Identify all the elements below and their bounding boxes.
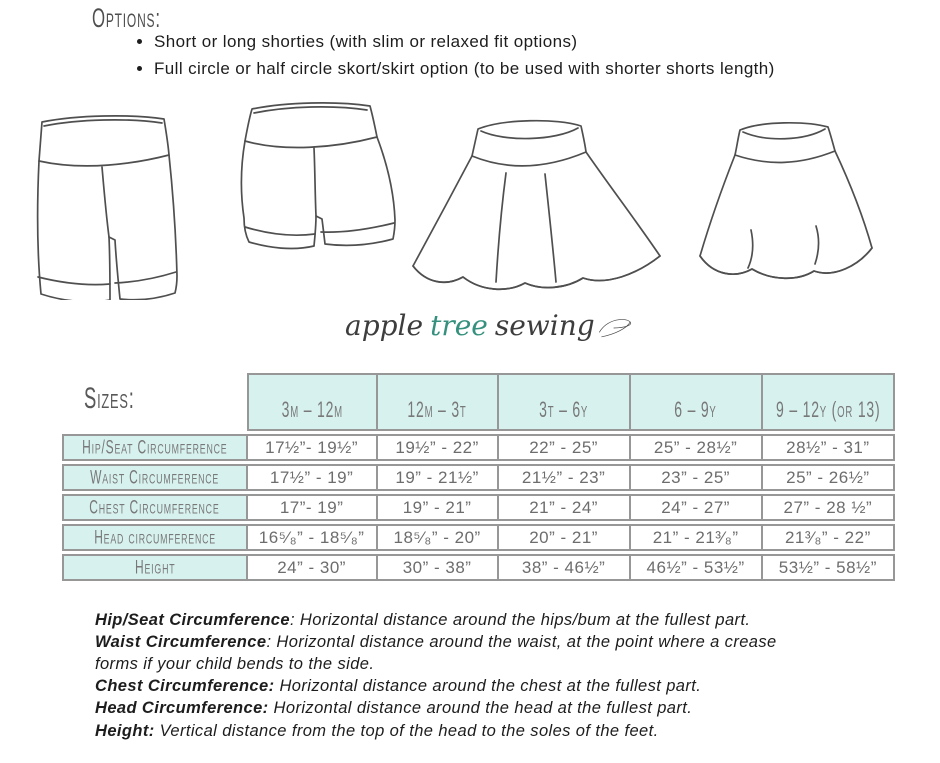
logo-word-apple: apple (345, 308, 424, 342)
definition-item: Waist Circumference: Horizontal distance… (95, 631, 821, 675)
logo-word-tree: tree (430, 308, 488, 342)
definition-text: Horizontal distance around the chest at … (274, 677, 702, 696)
full-circle-skirt-drawing (412, 119, 661, 291)
size-value-cell: 25” - 26½” (761, 464, 896, 491)
row-label: Chest Circumference (62, 494, 247, 521)
definition-term: Height: (95, 721, 155, 740)
short-shorties-drawing (240, 102, 396, 250)
size-value-cell: 18⁵⁄₈” - 20” (376, 524, 498, 551)
size-value-cell: 20” - 21” (497, 524, 630, 551)
size-value-cell: 21³⁄₈” - 22” (761, 524, 896, 551)
brand-logo: apple tree sewing (345, 294, 635, 356)
long-shorties-drawing (36, 115, 178, 300)
option-item: Full circle or half circle skort/skirt o… (154, 58, 802, 81)
definition-term: Hip/Seat Circumference (95, 611, 290, 629)
size-value-cell: 17”- 19” (246, 494, 377, 521)
definition-text: : Horizontal distance around the waist, … (95, 633, 777, 674)
table-row: Hip/Seat Circumference 17½”- 19½” 19½” -… (62, 434, 896, 461)
row-label: Head circumference (62, 524, 247, 551)
half-circle-skirt-drawing (699, 122, 873, 280)
sizes-label: Sizes: (84, 381, 135, 415)
definition-item: Height: Vertical distance from the top o… (95, 720, 821, 742)
option-item: Short or long shorties (with slim or rel… (154, 31, 802, 54)
table-row: Chest Circumference 17”- 19” 19” - 21” 2… (62, 494, 896, 521)
logo-word-sewing: sewing (494, 308, 595, 342)
size-value-cell: 24” - 27” (629, 494, 762, 521)
table-row: Waist Circumference 17½” - 19” 19” - 21½… (62, 464, 896, 491)
size-value-cell: 21” - 21³⁄₈” (629, 524, 762, 551)
row-label: Waist Circumference (62, 464, 247, 491)
option-item-text: Short or long shorties (with slim or rel… (154, 32, 578, 51)
size-value-cell: 17½” - 19” (246, 464, 377, 491)
column-header: 6 – 9y (629, 373, 762, 431)
size-value-cell: 19” - 21” (376, 494, 498, 521)
row-label: Hip/Seat Circumference (62, 434, 247, 461)
needle-swash-icon (598, 319, 631, 338)
size-value-cell: 28½” - 31” (761, 434, 896, 461)
size-value-cell: 30” - 38” (376, 554, 498, 581)
size-value-cell: 53½” - 58½” (761, 554, 896, 581)
size-value-cell: 23” - 25” (629, 464, 762, 491)
size-value-cell: 19” - 21½” (376, 464, 498, 491)
row-label: Height (62, 554, 247, 581)
size-value-cell: 22” - 25” (497, 434, 630, 461)
definition-term: Head Circumference: (95, 699, 269, 718)
table-row: Head circumference 16⁵⁄₈” - 18⁵⁄₈” 18⁵⁄₈… (62, 524, 896, 551)
definition-item: Hip/Seat Circumference: Horizontal dista… (95, 609, 821, 631)
definition-term: Waist Circumference (95, 633, 267, 652)
size-chart-header-row: Sizes: 3m – 12m 12m – 3t 3t – 6y 6 – 9y … (62, 373, 896, 431)
definition-term: Chest Circumference: (95, 677, 275, 696)
measurement-definitions: Hip/Seat Circumference: Horizontal dista… (95, 609, 821, 742)
definition-item: Head Circumference: Horizontal distance … (95, 697, 821, 719)
size-chart-table: Sizes: 3m – 12m 12m – 3t 3t – 6y 6 – 9y … (62, 370, 896, 584)
column-header: 12m – 3t (376, 373, 498, 431)
definition-text: Horizontal distance around the head at t… (268, 699, 693, 718)
size-value-cell: 19½” - 22” (376, 434, 498, 461)
column-header: 9 – 12y (or 13) (761, 373, 896, 431)
size-value-cell: 46½” - 53½” (629, 554, 762, 581)
definition-text: Vertical distance from the top of the he… (154, 721, 659, 740)
table-row: Height 24” - 30” 30” - 38” 38” - 46½” 46… (62, 554, 896, 581)
column-header: 3m – 12m (246, 373, 377, 431)
sizes-corner-cell: Sizes: (62, 373, 247, 431)
options-heading: Options: (92, 4, 161, 34)
size-value-cell: 21½” - 23” (497, 464, 630, 491)
size-value-cell: 21” - 24” (497, 494, 630, 521)
size-value-cell: 16⁵⁄₈” - 18⁵⁄₈” (246, 524, 377, 551)
size-value-cell: 24” - 30” (246, 554, 377, 581)
size-value-cell: 27” - 28 ½” (761, 494, 896, 521)
options-list: Short or long shorties (with slim or rel… (96, 31, 802, 84)
column-header: 3t – 6y (497, 373, 630, 431)
size-value-cell: 25” - 28½” (629, 434, 762, 461)
definition-item: Chest Circumference: Horizontal distance… (95, 675, 821, 697)
size-value-cell: 17½”- 19½” (246, 434, 377, 461)
size-value-cell: 38” - 46½” (497, 554, 630, 581)
option-item-text: Full circle or half circle skort/skirt o… (154, 58, 775, 78)
definition-text: : Horizontal distance around the hips/bu… (289, 611, 751, 629)
